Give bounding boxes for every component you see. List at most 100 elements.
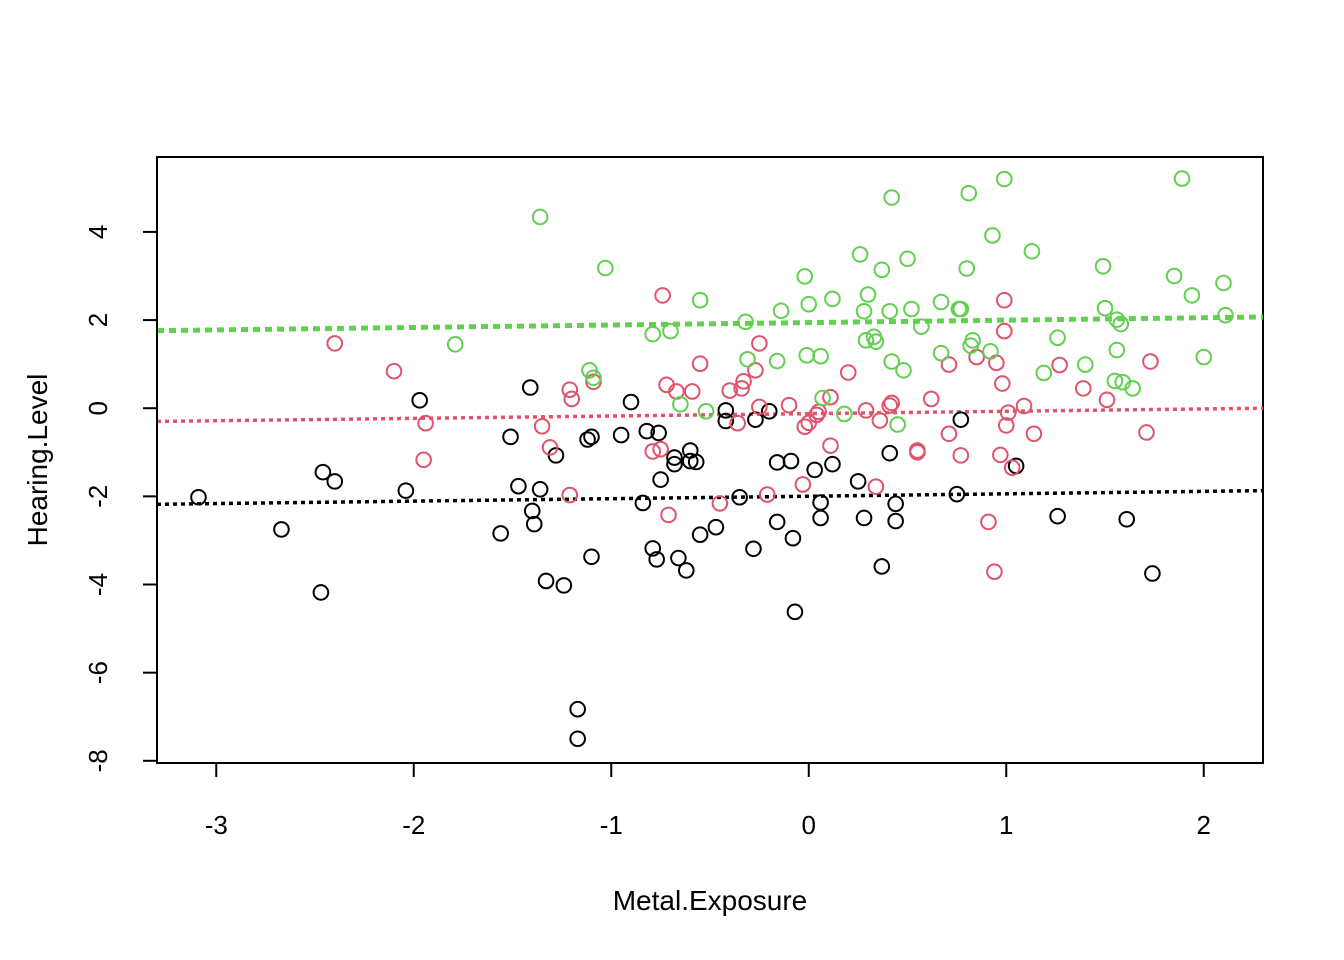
data-point-series-2	[758, 486, 776, 503]
data-point-series-3	[772, 302, 790, 320]
data-point-series-3	[1217, 306, 1234, 324]
y-axis-title: Hearing.Level	[22, 374, 53, 547]
data-point-series-2	[417, 414, 434, 432]
data-point-series-2	[729, 414, 746, 432]
y-tick-label: -6	[83, 661, 113, 684]
x-tick-label: -3	[205, 810, 228, 840]
data-point-series-3	[796, 268, 814, 285]
data-point-series-1	[314, 463, 332, 481]
data-point-series-3	[1076, 356, 1094, 373]
data-point-series-2	[952, 447, 970, 464]
data-point-series-1	[537, 572, 555, 590]
data-point-series-2	[883, 394, 901, 412]
data-point-series-1	[411, 391, 428, 409]
data-point-series-2	[986, 563, 1003, 581]
data-point-series-3	[1215, 274, 1232, 292]
data-point-series-1	[717, 412, 735, 430]
data-point-series-2	[1025, 425, 1043, 443]
data-point-series-2	[940, 356, 958, 373]
data-point-series-1	[1144, 565, 1161, 582]
data-point-series-1	[824, 455, 841, 473]
data-point-series-3	[1108, 341, 1126, 359]
data-point-series-1	[782, 452, 800, 470]
data-point-series-3	[851, 246, 869, 263]
x-axis-title: Metal.Exposure	[613, 885, 808, 916]
data-point-series-2	[735, 373, 752, 390]
data-point-series-2	[857, 402, 875, 419]
data-point-series-2	[561, 486, 579, 504]
data-point-series-2	[644, 443, 662, 460]
data-point-series-3	[446, 336, 464, 353]
data-point-series-1	[1049, 507, 1066, 525]
data-point-series-3	[903, 300, 920, 318]
data-point-series-2	[997, 417, 1015, 434]
data-point-series-2	[808, 406, 825, 424]
data-point-series-3	[964, 332, 981, 349]
data-point-series-2	[654, 287, 671, 304]
data-point-series-2	[1003, 459, 1021, 477]
data-point-series-3	[662, 322, 679, 340]
data-point-series-2	[995, 322, 1013, 340]
data-point-series-1	[678, 562, 695, 579]
data-point-series-3	[531, 208, 549, 226]
data-point-series-3	[691, 291, 709, 309]
trend-line-series-3	[156, 314, 1264, 334]
data-point-series-3	[958, 260, 976, 277]
data-point-series-2	[995, 291, 1013, 309]
data-point-series-1	[326, 473, 344, 490]
data-point-series-3	[1183, 287, 1201, 304]
data-point-series-2	[909, 443, 926, 461]
data-point-series-1	[531, 481, 549, 498]
data-point-series-1	[849, 473, 867, 490]
data-point-series-1	[745, 540, 762, 558]
data-point-series-3	[1173, 170, 1191, 187]
data-point-series-2	[780, 396, 798, 414]
data-point-series-1	[786, 603, 804, 621]
data-point-series-2	[822, 388, 839, 406]
data-point-series-1	[666, 455, 683, 473]
data-point-series-2	[691, 355, 709, 373]
data-point-series-2	[660, 506, 677, 524]
data-point-series-3	[672, 395, 689, 413]
data-point-series-3	[913, 318, 930, 335]
trend-lines	[156, 314, 1264, 507]
data-point-series-2	[652, 440, 669, 458]
data-point-series-2	[881, 397, 899, 414]
x-axis: -3 -2 -1 0 1 2	[205, 762, 1211, 840]
data-point-series-2	[1051, 356, 1068, 374]
data-point-series-3	[881, 302, 899, 320]
data-point-series-3	[883, 189, 901, 206]
data-point-series-2	[839, 364, 857, 381]
data-point-series-3	[855, 302, 873, 320]
trend-line-series-1	[156, 488, 1264, 507]
data-point-series-3	[895, 362, 912, 379]
data-point-series-3	[995, 170, 1013, 188]
trend-line-series-2	[156, 406, 1264, 424]
data-point-series-2	[541, 439, 559, 456]
data-point-series-1	[812, 509, 829, 527]
data-point-series-1	[855, 509, 873, 527]
data-point-series-3	[1049, 329, 1066, 346]
plot-area	[156, 156, 1264, 764]
data-point-series-2	[1015, 397, 1033, 415]
data-point-series-1	[492, 525, 509, 542]
data-point-series-3	[836, 405, 853, 423]
data-point-series-3	[739, 350, 756, 368]
data-point-series-1	[760, 402, 778, 420]
y-axis: -8 -6 -4 -2 0 2 4	[83, 225, 158, 772]
data-point-series-2	[561, 381, 579, 399]
data-point-series-2	[326, 335, 344, 352]
data-point-series-3	[883, 353, 901, 370]
data-point-series-2	[980, 513, 997, 531]
data-point-series-2	[721, 382, 739, 399]
data-point-series-3	[737, 313, 754, 331]
data-point-series-1	[634, 494, 652, 512]
data-point-series-1	[510, 477, 527, 495]
data-point-series-1	[569, 730, 586, 748]
x-tick-label: -2	[402, 810, 425, 840]
data-point-series-3	[1094, 258, 1112, 275]
y-tick-label: -2	[83, 485, 113, 508]
data-point-series-3	[1124, 380, 1141, 397]
data-point-series-1	[273, 521, 290, 538]
data-point-series-1	[873, 558, 891, 575]
